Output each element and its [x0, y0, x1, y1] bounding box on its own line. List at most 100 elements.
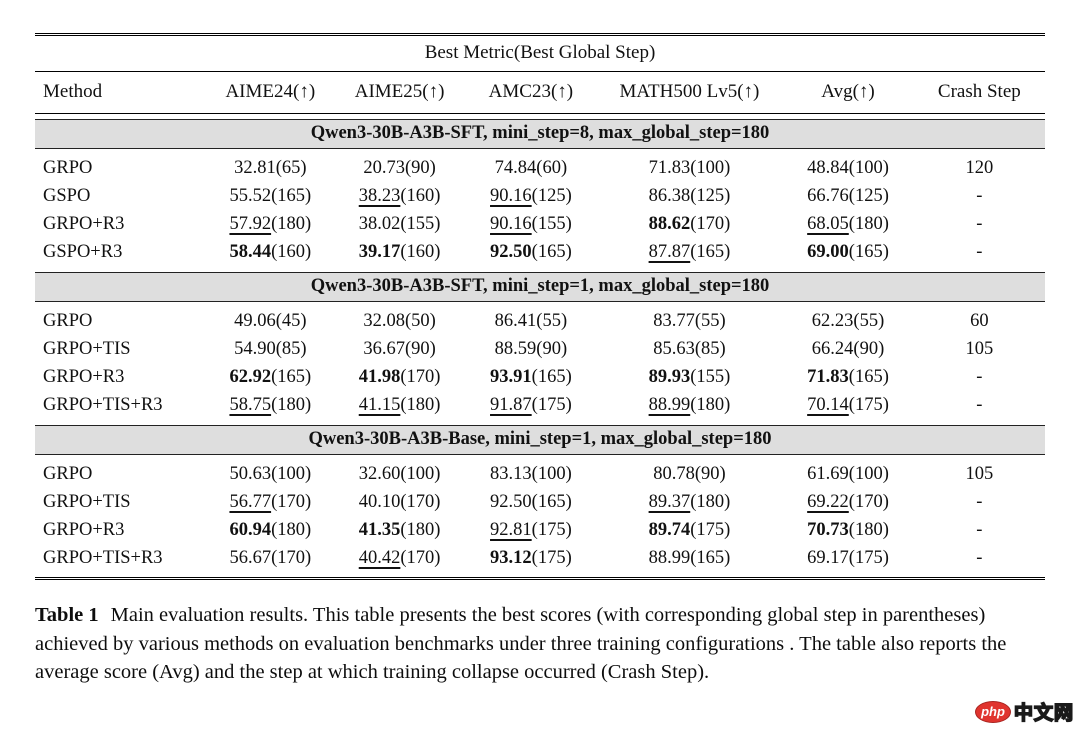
table-row: GRPO 50.63(100) 32.60(100) 83.13(100) 80.78(… [35, 455, 1045, 489]
step-value: (165) [271, 186, 312, 206]
crash-step-cell: - [976, 186, 983, 206]
score-value: 88.62 [648, 214, 691, 234]
score-value: 69.22 [807, 492, 849, 512]
score-cell: 90.16(155) [465, 211, 596, 239]
score-value: 50.63 [229, 464, 272, 484]
score-value: 56.67 [229, 548, 272, 568]
section-header-row: Qwen3-30B-A3B-SFT, mini_step=8, max_glob… [35, 114, 1045, 149]
section-header-row: Qwen3-30B-A3B-SFT, mini_step=1, max_glob… [35, 267, 1045, 302]
score-cell: 62.23(55) [782, 302, 913, 336]
score-value: 39.17 [358, 242, 401, 262]
table-row: GRPO+R3 57.92(180) 38.02(155) 90.16(155) 88.… [35, 211, 1045, 239]
top-title-row: Best Metric(Best Global Step) [35, 33, 1045, 72]
score-cell: 68.05(180) [782, 211, 913, 239]
table-row: GRPO+TIS 56.77(170) 40.10(170) 92.50(165) 89… [35, 489, 1045, 517]
step-value: (90) [694, 464, 726, 484]
score-value: 20.73 [363, 158, 405, 178]
score-value: 68.05 [807, 214, 849, 234]
table-row: GRPO+R3 62.92(165) 41.98(170) 93.91(165) 89.… [35, 364, 1045, 392]
score-cell: 83.13(100) [465, 455, 596, 489]
score-cell: 91.87(175) [465, 392, 596, 420]
step-value: (65) [275, 158, 307, 178]
step-value: (100) [848, 158, 889, 178]
results-table: Best Metric(Best Global Step) Method AIME… [35, 33, 1045, 580]
method-cell: GSPO+R3 [43, 242, 123, 262]
score-value: 92.50 [490, 242, 532, 262]
score-value: 91.87 [490, 395, 532, 415]
step-value: (90) [404, 339, 436, 359]
method-cell: GRPO+TIS [43, 339, 131, 359]
step-value: (175) [848, 548, 889, 568]
caption-label: Table 1 [35, 604, 99, 626]
step-value: (170) [271, 548, 312, 568]
score-value: 93.12 [490, 548, 532, 568]
score-cell: 32.08(50) [334, 302, 465, 336]
step-value: (160) [400, 242, 441, 262]
step-value: (165) [690, 242, 731, 262]
table-row: GRPO 32.81(65) 20.73(90) 74.84(60) 71.83(100… [35, 149, 1045, 183]
score-value: 89.37 [648, 492, 691, 512]
step-value: (170) [400, 492, 441, 512]
score-value: 71.83 [648, 158, 691, 178]
table-row: GRPO+R3 60.94(180) 41.35(180) 92.81(175) 89.… [35, 517, 1045, 545]
step-value: (180) [400, 520, 441, 540]
section-title: Qwen3-30B-A3B-SFT, mini_step=1, max_glob… [35, 272, 1045, 302]
score-cell: 54.90(85) [207, 336, 334, 364]
step-value: (180) [848, 520, 889, 540]
score-value: 92.81 [490, 520, 532, 540]
step-value: (165) [690, 548, 731, 568]
score-cell: 70.14(175) [782, 392, 913, 420]
score-cell: 49.06(45) [207, 302, 334, 336]
score-cell: 90.16(125) [465, 183, 596, 211]
column-header-amc23: AMC23(↑) [465, 71, 597, 114]
score-value: 80.78 [653, 464, 695, 484]
step-value: (55) [853, 311, 885, 331]
crash-step-cell: - [976, 214, 983, 234]
score-value: 41.98 [358, 367, 401, 387]
method-cell: GRPO+TIS+R3 [43, 395, 163, 415]
score-cell: 66.24(90) [782, 336, 913, 364]
score-cell: 86.38(125) [597, 183, 783, 211]
method-cell: GRPO+TIS [43, 492, 131, 512]
score-value: 89.93 [648, 367, 691, 387]
column-header-avg: Avg(↑) [782, 71, 914, 114]
score-value: 86.41 [494, 311, 537, 331]
score-value: 48.84 [807, 158, 849, 178]
score-value: 41.35 [358, 520, 401, 540]
score-value: 66.24 [811, 339, 854, 359]
crash-step-cell: - [976, 367, 983, 387]
score-cell: 62.92(165) [207, 364, 334, 392]
score-cell: 61.69(100) [782, 455, 913, 489]
score-value: 69.00 [807, 242, 849, 262]
step-value: (180) [690, 395, 731, 415]
step-value: (160) [400, 186, 441, 206]
score-value: 38.23 [358, 186, 401, 206]
score-cell: 32.81(65) [207, 149, 334, 183]
step-value: (175) [531, 520, 572, 540]
score-value: 88.99 [648, 395, 691, 415]
score-cell: 92.50(165) [465, 489, 596, 517]
score-cell: 74.84(60) [465, 149, 596, 183]
step-value: (170) [690, 214, 731, 234]
step-value: (85) [694, 339, 726, 359]
section-title: Qwen3-30B-A3B-Base, mini_step=1, max_glo… [35, 425, 1045, 455]
crash-step-cell: - [976, 242, 983, 262]
step-value: (125) [690, 186, 731, 206]
step-value: (90) [404, 158, 436, 178]
score-cell: 89.93(155) [597, 364, 783, 392]
score-cell: 20.73(90) [334, 149, 465, 183]
score-cell: 71.83(165) [782, 364, 913, 392]
score-cell: 55.52(165) [207, 183, 334, 211]
crash-step-cell: 105 [965, 464, 994, 484]
score-cell: 88.99(165) [596, 545, 783, 580]
table-row: GSPO 55.52(165) 38.23(160) 90.16(125) 86.38(… [35, 183, 1045, 211]
score-value: 92.50 [490, 492, 532, 512]
column-header-row: Method AIME24(↑) AIME25(↑) AMC23(↑) MATH500 … [35, 71, 1045, 114]
score-value: 85.63 [653, 339, 695, 359]
step-value: (125) [531, 186, 572, 206]
score-value: 54.90 [234, 339, 276, 359]
score-cell: 40.10(170) [334, 489, 465, 517]
score-value: 70.14 [807, 395, 849, 415]
table-top-title: Best Metric(Best Global Step) [35, 33, 1045, 72]
